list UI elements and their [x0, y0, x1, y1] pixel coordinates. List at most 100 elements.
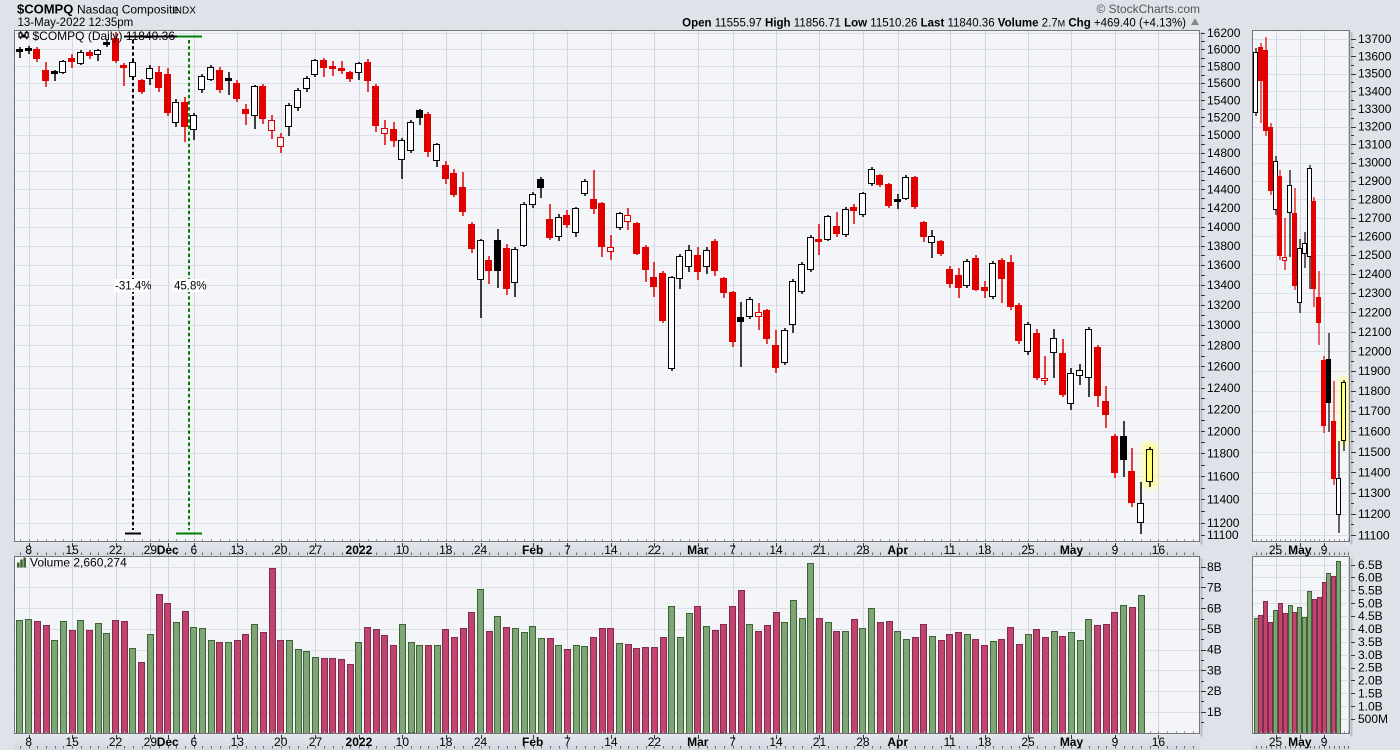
svg-text:4.5B: 4.5B	[1358, 609, 1383, 623]
svg-text:9: 9	[1112, 735, 1119, 749]
svg-text:Open 11555.97 High 11856.71 Lo: Open 11555.97 High 11856.71 Low 11510.26…	[682, 18, 1186, 30]
svg-text:12500: 12500	[1358, 248, 1392, 262]
svg-text:18: 18	[978, 543, 992, 557]
svg-text:4B: 4B	[1207, 643, 1222, 657]
svg-text:14200: 14200	[1207, 201, 1241, 215]
svg-text:INDX: INDX	[172, 6, 196, 17]
svg-text:May: May	[1060, 735, 1084, 749]
svg-text:13400: 13400	[1358, 84, 1392, 98]
svg-text:29: 29	[144, 543, 158, 557]
svg-text:Volume 2,660,274: Volume 2,660,274	[30, 556, 127, 570]
svg-text:5B: 5B	[1207, 622, 1222, 636]
svg-text:$COMPQ (Daily) 11840.36: $COMPQ (Daily) 11840.36	[33, 29, 176, 43]
svg-text:8: 8	[25, 543, 32, 557]
svg-text:18: 18	[439, 543, 453, 557]
svg-text:2022: 2022	[346, 735, 373, 749]
svg-text:8B: 8B	[1207, 560, 1222, 574]
svg-text:13100: 13100	[1358, 138, 1392, 152]
svg-text:28: 28	[856, 735, 870, 749]
svg-text:2.0B: 2.0B	[1358, 674, 1383, 688]
svg-text:15: 15	[65, 543, 79, 557]
svg-text:11800: 11800	[1358, 384, 1391, 398]
svg-text:11200: 11200	[1358, 507, 1391, 521]
svg-text:11: 11	[944, 735, 957, 749]
svg-text:13: 13	[231, 735, 245, 749]
svg-text:6B: 6B	[1207, 601, 1222, 615]
svg-text:Nasdaq Composite: Nasdaq Composite	[77, 3, 179, 17]
svg-text:11400: 11400	[1358, 465, 1391, 479]
svg-text:25: 25	[1021, 735, 1035, 749]
svg-text:24: 24	[474, 735, 488, 749]
svg-text:12400: 12400	[1207, 381, 1241, 395]
svg-text:10: 10	[396, 735, 410, 749]
svg-text:9: 9	[1112, 543, 1119, 557]
svg-text:7B: 7B	[1207, 581, 1222, 595]
svg-text:14000: 14000	[1207, 220, 1241, 234]
svg-text:Mar: Mar	[687, 735, 709, 749]
svg-text:11600: 11600	[1207, 469, 1240, 483]
svg-text:3B: 3B	[1207, 663, 1222, 677]
svg-text:-31.4%: -31.4%	[115, 281, 151, 293]
svg-text:13600: 13600	[1358, 49, 1392, 63]
svg-text:12000: 12000	[1207, 424, 1241, 438]
svg-text:May: May	[1288, 543, 1312, 557]
svg-text:14: 14	[604, 543, 618, 557]
svg-text:12800: 12800	[1358, 192, 1392, 206]
svg-text:7: 7	[564, 543, 571, 557]
svg-text:11400: 11400	[1207, 492, 1240, 506]
svg-text:16: 16	[1152, 735, 1166, 749]
svg-text:14400: 14400	[1207, 182, 1241, 196]
svg-text:6.0B: 6.0B	[1358, 571, 1383, 585]
svg-text:15000: 15000	[1207, 128, 1241, 142]
svg-text:11200: 11200	[1207, 516, 1240, 530]
svg-text:6: 6	[190, 735, 197, 749]
svg-text:12300: 12300	[1358, 286, 1392, 300]
svg-text:11600: 11600	[1358, 424, 1391, 438]
svg-text:May: May	[1060, 543, 1084, 557]
svg-text:12800: 12800	[1207, 339, 1241, 353]
svg-text:5.5B: 5.5B	[1358, 584, 1383, 598]
svg-text:Dec: Dec	[157, 543, 179, 557]
svg-text:20: 20	[274, 735, 288, 749]
svg-text:2B: 2B	[1207, 684, 1222, 698]
svg-text:3.0B: 3.0B	[1358, 648, 1383, 662]
svg-text:Feb: Feb	[522, 543, 543, 557]
svg-text:500M: 500M	[1358, 712, 1388, 726]
svg-text:12400: 12400	[1358, 267, 1392, 281]
svg-text:9: 9	[1321, 735, 1328, 749]
svg-text:25: 25	[1269, 735, 1283, 749]
svg-text:12200: 12200	[1207, 402, 1241, 416]
svg-text:4.0B: 4.0B	[1358, 622, 1383, 636]
svg-text:13800: 13800	[1207, 239, 1241, 253]
svg-text:13400: 13400	[1207, 278, 1241, 292]
svg-text:27: 27	[309, 735, 323, 749]
svg-text:13000: 13000	[1207, 318, 1241, 332]
svg-text:22: 22	[648, 735, 662, 749]
svg-text:27: 27	[309, 543, 323, 557]
svg-text:22: 22	[648, 543, 662, 557]
svg-text:2022: 2022	[346, 543, 373, 557]
svg-text:5.0B: 5.0B	[1358, 596, 1383, 610]
svg-text:20: 20	[274, 543, 288, 557]
svg-text:11100: 11100	[1358, 528, 1390, 542]
svg-text:16000: 16000	[1207, 43, 1241, 57]
svg-text:Apr: Apr	[887, 543, 908, 557]
svg-text:Dec: Dec	[157, 735, 179, 749]
svg-text:13200: 13200	[1358, 120, 1392, 134]
svg-text:1.0B: 1.0B	[1358, 699, 1383, 713]
svg-text:1B: 1B	[1207, 705, 1222, 719]
svg-text:8: 8	[25, 735, 32, 749]
svg-text:14: 14	[769, 735, 783, 749]
svg-text:11100: 11100	[1207, 528, 1239, 542]
svg-text:12000: 12000	[1358, 344, 1392, 358]
svg-text:$COMPQ: $COMPQ	[17, 2, 73, 17]
svg-text:16: 16	[1152, 543, 1166, 557]
svg-text:12200: 12200	[1358, 305, 1392, 319]
svg-text:11700: 11700	[1358, 404, 1391, 418]
svg-text:18: 18	[439, 735, 453, 749]
svg-text:11900: 11900	[1358, 364, 1391, 378]
svg-text:15200: 15200	[1207, 111, 1241, 125]
svg-text:21: 21	[813, 735, 827, 749]
svg-text:© StockCharts.com: © StockCharts.com	[1096, 2, 1200, 16]
svg-text:14800: 14800	[1207, 146, 1241, 160]
